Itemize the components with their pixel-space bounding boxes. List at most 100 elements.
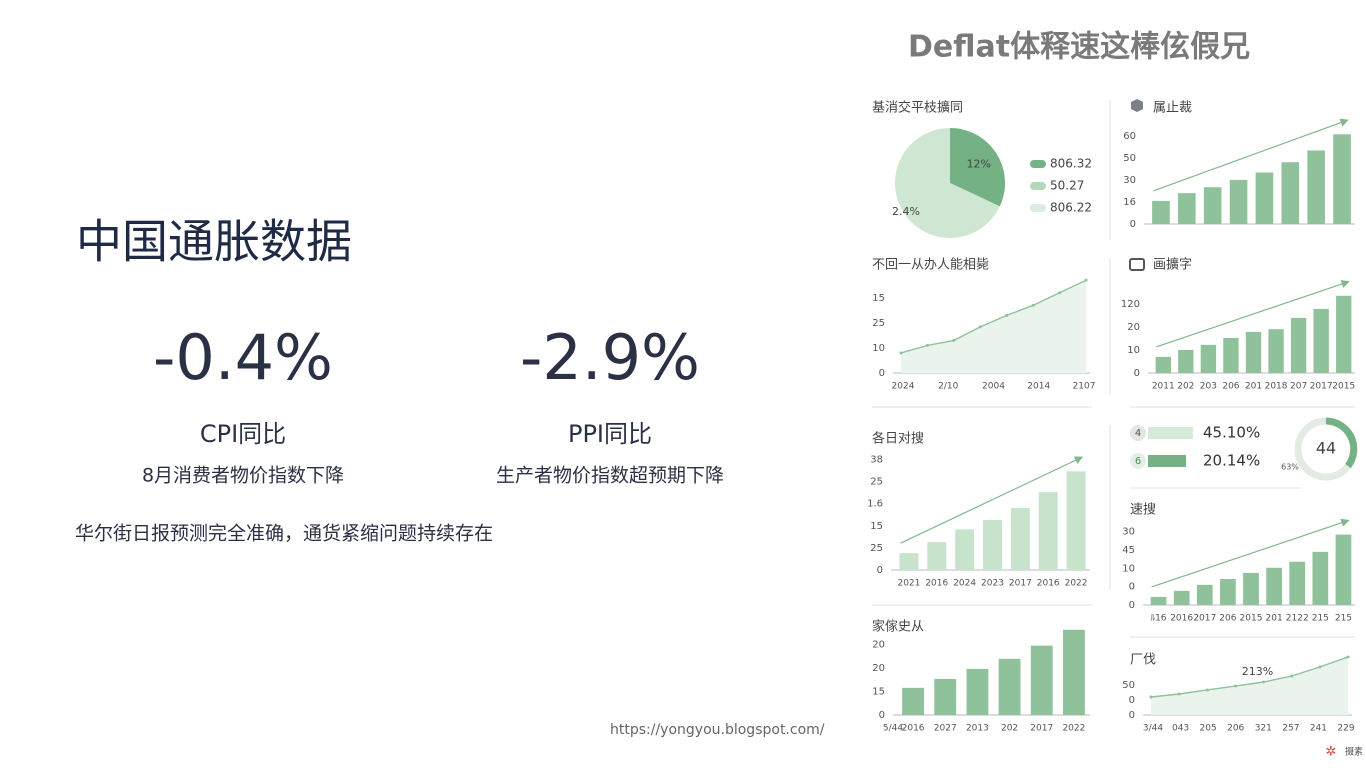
x-tick-label: 2024 bbox=[892, 382, 915, 392]
bar bbox=[1203, 187, 1222, 224]
x-tick-label: 215 bbox=[1335, 614, 1352, 624]
y-tick-label: 25 bbox=[870, 543, 883, 554]
y-tick-label: 30 bbox=[1123, 175, 1136, 186]
y-tick-label: 20 bbox=[872, 663, 885, 674]
pie-label: 12% bbox=[967, 158, 991, 171]
bar bbox=[1333, 134, 1351, 224]
donut-center: 44 bbox=[1316, 439, 1336, 458]
legend-swatch bbox=[1030, 204, 1046, 212]
bar bbox=[1266, 567, 1282, 605]
kpi-icon: 6 bbox=[1135, 456, 1141, 467]
bar bbox=[902, 687, 925, 715]
point bbox=[1262, 680, 1266, 684]
kpi-bar bbox=[1148, 455, 1186, 467]
trend-arrow bbox=[900, 456, 1084, 544]
x-tick-label: 2027 bbox=[934, 724, 957, 734]
line bbox=[1150, 656, 1349, 698]
x-tick-label: 2023 bbox=[981, 579, 1004, 589]
bar bbox=[1290, 317, 1307, 373]
x-tick-label: 2107 bbox=[1073, 382, 1096, 392]
kpi-label: 45.10% bbox=[1203, 424, 1260, 442]
x-tick-label: 2018 bbox=[1265, 382, 1288, 392]
bar bbox=[1150, 596, 1167, 605]
y-tick-label: 0 bbox=[1130, 219, 1136, 230]
point bbox=[1031, 303, 1035, 307]
bar bbox=[1066, 471, 1086, 570]
x-tick-label: 2024 bbox=[953, 579, 976, 589]
bar bbox=[1062, 629, 1085, 715]
x-tick-label: 2016 bbox=[902, 724, 925, 734]
legend-swatch bbox=[1030, 160, 1046, 168]
x-tick-label: 2022 bbox=[1065, 579, 1088, 589]
logo: 摄素 bbox=[1345, 746, 1363, 758]
point bbox=[1233, 684, 1237, 688]
bar bbox=[1313, 308, 1329, 373]
y-tick-label: 10 bbox=[1122, 563, 1135, 574]
bar bbox=[934, 678, 957, 715]
bar bbox=[998, 658, 1021, 715]
stat-note: 生产者物价指数超预期下降 bbox=[496, 465, 724, 487]
kpi-bar bbox=[1148, 427, 1193, 439]
chart-title: 不回一从办人能相毙 bbox=[872, 258, 989, 273]
y-tick-label: 0 bbox=[1129, 710, 1135, 721]
y-tick-label: 0 bbox=[1129, 695, 1135, 706]
bar bbox=[927, 542, 947, 570]
y-tick-label: 10 bbox=[1127, 345, 1140, 356]
x-tick-label: 043 bbox=[1172, 724, 1189, 734]
x-tick-label: 206 bbox=[1227, 724, 1244, 734]
x-tick-label: 206 bbox=[1219, 614, 1236, 624]
area bbox=[901, 280, 1086, 373]
x-tick-label: 203 bbox=[1200, 382, 1217, 392]
logo-icon: ✲ bbox=[1326, 745, 1337, 760]
statement: 华尔街日报预测完全准确，通货紧缩问题持续存在 bbox=[75, 523, 493, 545]
bar bbox=[1038, 492, 1058, 570]
x-tick-label: 2021 bbox=[897, 579, 920, 589]
bar bbox=[1289, 561, 1306, 605]
x-tick-label: 2016 bbox=[1037, 579, 1060, 589]
x-tick-label: 321 bbox=[1255, 724, 1272, 734]
point bbox=[1084, 278, 1088, 282]
kpi-icon-bg bbox=[1130, 425, 1146, 441]
stat-label: PPI同比 bbox=[568, 420, 652, 448]
chart-title: 属止裁 bbox=[1153, 100, 1192, 116]
y-tick-label: 0 bbox=[1129, 582, 1135, 593]
bar bbox=[1245, 331, 1262, 373]
chart-title: 基消交平枝擴同 bbox=[872, 100, 963, 116]
x-origin-label: 5/44 bbox=[883, 724, 903, 734]
bar bbox=[1155, 356, 1171, 373]
point bbox=[1346, 655, 1350, 659]
bar bbox=[966, 668, 989, 715]
x-tick-label: 2017 bbox=[1030, 724, 1053, 734]
x-tick-label: 2011 bbox=[1152, 382, 1175, 392]
pie-slice bbox=[894, 127, 1000, 238]
trend-arrow bbox=[1151, 518, 1350, 588]
x-tick-label: 2015 bbox=[1332, 382, 1355, 392]
y-tick-label: 25 bbox=[870, 477, 883, 488]
x-tick-label: 202 bbox=[1001, 724, 1018, 734]
x-tick-label: 2017 bbox=[1009, 579, 1032, 589]
pie-label: 2.4% bbox=[892, 205, 920, 218]
y-tick-label: 16 bbox=[1123, 197, 1136, 208]
y-tick-label: 15 bbox=[872, 293, 885, 304]
bar bbox=[1229, 179, 1248, 224]
icon bbox=[1129, 258, 1145, 271]
y-tick-label: 25 bbox=[872, 318, 885, 329]
dashboard-title: Deflat体释速这棒伭假兄 bbox=[908, 30, 1250, 65]
x-tick-label: 205 bbox=[1200, 724, 1217, 734]
bar bbox=[1152, 200, 1170, 224]
chart-title: 速搜 bbox=[1130, 503, 1156, 518]
bar bbox=[1178, 349, 1194, 373]
bar bbox=[1281, 162, 1300, 224]
area bbox=[1151, 656, 1348, 715]
x-tick-label: 2/10 bbox=[938, 382, 958, 392]
y-tick-label: 30 bbox=[1122, 527, 1135, 538]
bar bbox=[1010, 508, 1030, 570]
bar bbox=[955, 529, 975, 570]
chart-title: 厂伐 bbox=[1130, 653, 1156, 668]
kpi-label: 20.14% bbox=[1203, 452, 1260, 470]
point bbox=[1058, 291, 1062, 295]
x-tick-label: 2017 bbox=[1310, 382, 1333, 392]
point bbox=[1149, 695, 1153, 699]
